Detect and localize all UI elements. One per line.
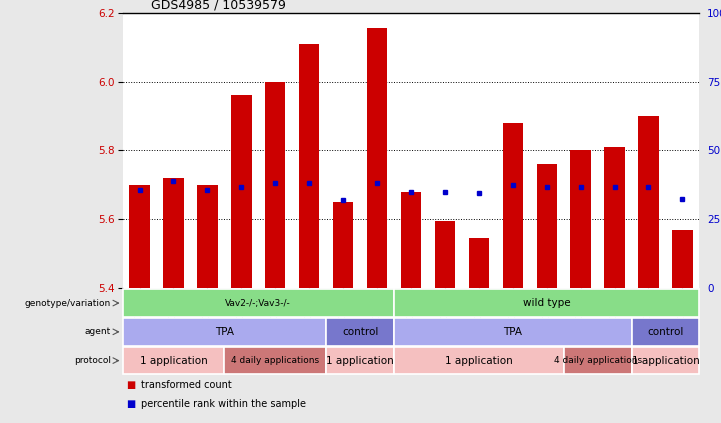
Bar bbox=[564, 347, 632, 374]
Text: protocol: protocol bbox=[74, 356, 111, 365]
Bar bbox=[333, 202, 353, 288]
Bar bbox=[326, 318, 394, 346]
Text: TPA: TPA bbox=[215, 327, 234, 337]
Text: percentile rank within the sample: percentile rank within the sample bbox=[141, 399, 306, 409]
Text: control: control bbox=[647, 327, 684, 337]
Text: 4 daily applications: 4 daily applications bbox=[231, 356, 319, 365]
Bar bbox=[231, 95, 252, 288]
Bar bbox=[123, 289, 394, 317]
Text: 1 application: 1 application bbox=[445, 356, 513, 365]
Bar bbox=[672, 230, 693, 288]
Text: agent: agent bbox=[85, 327, 111, 336]
Text: 1 application: 1 application bbox=[632, 356, 699, 365]
Text: GDS4985 / 10539579: GDS4985 / 10539579 bbox=[151, 0, 286, 11]
Text: 1 application: 1 application bbox=[140, 356, 208, 365]
Text: Vav2-/-;Vav3-/-: Vav2-/-;Vav3-/- bbox=[226, 299, 291, 308]
Text: wild type: wild type bbox=[523, 298, 570, 308]
Bar bbox=[123, 347, 224, 374]
Bar bbox=[123, 318, 326, 346]
Bar bbox=[401, 192, 421, 288]
Bar bbox=[604, 147, 624, 288]
Bar bbox=[326, 347, 394, 374]
Bar bbox=[224, 347, 326, 374]
Bar bbox=[129, 185, 150, 288]
Text: control: control bbox=[342, 327, 379, 337]
Bar bbox=[394, 318, 632, 346]
Bar bbox=[394, 347, 564, 374]
Text: 4 daily applications: 4 daily applications bbox=[554, 356, 642, 365]
Bar bbox=[632, 347, 699, 374]
Text: TPA: TPA bbox=[503, 327, 522, 337]
Text: transformed count: transformed count bbox=[141, 380, 231, 390]
Text: 1 application: 1 application bbox=[326, 356, 394, 365]
Bar bbox=[394, 289, 699, 317]
Bar bbox=[632, 318, 699, 346]
Bar bbox=[163, 178, 184, 288]
Bar bbox=[570, 151, 590, 288]
Bar bbox=[638, 116, 659, 288]
Bar bbox=[536, 164, 557, 288]
Bar bbox=[469, 238, 489, 288]
Bar bbox=[435, 221, 455, 288]
Bar bbox=[503, 123, 523, 288]
Text: ■: ■ bbox=[126, 399, 136, 409]
Text: genotype/variation: genotype/variation bbox=[25, 299, 111, 308]
Text: ■: ■ bbox=[126, 380, 136, 390]
Bar bbox=[198, 185, 218, 288]
Bar bbox=[299, 44, 319, 288]
Bar bbox=[265, 82, 286, 288]
Bar bbox=[367, 28, 387, 288]
